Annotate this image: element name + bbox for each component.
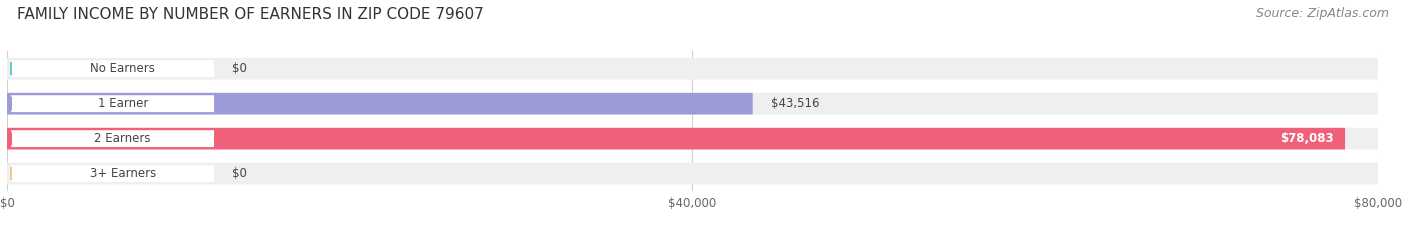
FancyBboxPatch shape [7, 58, 1378, 80]
Text: $0: $0 [232, 167, 246, 180]
FancyBboxPatch shape [7, 93, 752, 115]
Text: 3+ Earners: 3+ Earners [90, 167, 156, 180]
Text: $0: $0 [232, 62, 246, 75]
FancyBboxPatch shape [7, 93, 1378, 115]
FancyBboxPatch shape [11, 130, 214, 147]
Text: No Earners: No Earners [90, 62, 155, 75]
FancyBboxPatch shape [11, 60, 214, 77]
FancyBboxPatch shape [7, 163, 1378, 185]
FancyBboxPatch shape [11, 95, 214, 112]
Text: FAMILY INCOME BY NUMBER OF EARNERS IN ZIP CODE 79607: FAMILY INCOME BY NUMBER OF EARNERS IN ZI… [17, 7, 484, 22]
FancyBboxPatch shape [7, 128, 1346, 150]
Text: 1 Earner: 1 Earner [97, 97, 148, 110]
Text: $43,516: $43,516 [770, 97, 820, 110]
Text: Source: ZipAtlas.com: Source: ZipAtlas.com [1256, 7, 1389, 20]
FancyBboxPatch shape [7, 128, 1378, 150]
Text: 2 Earners: 2 Earners [94, 132, 150, 145]
Text: $78,083: $78,083 [1281, 132, 1334, 145]
FancyBboxPatch shape [11, 165, 214, 182]
